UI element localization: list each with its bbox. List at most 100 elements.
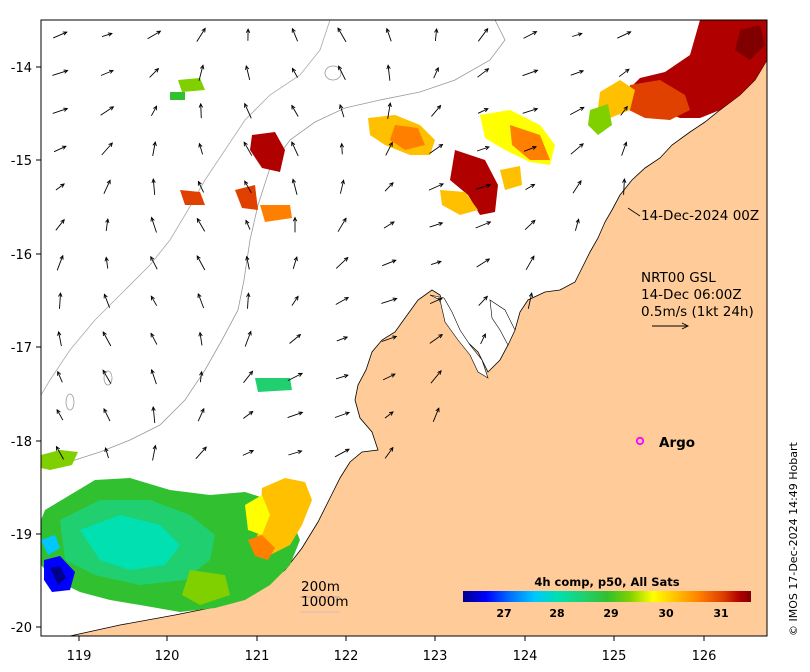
current-vector — [147, 30, 161, 40]
current-vector — [199, 371, 203, 383]
current-vector — [569, 107, 585, 115]
current-vector-head — [245, 64, 250, 70]
current-vector — [291, 105, 299, 117]
current-vector-head — [622, 178, 627, 183]
current-vector-head — [196, 217, 201, 223]
current-vector — [570, 143, 584, 155]
current-vector — [245, 220, 251, 230]
current-vector — [336, 336, 348, 342]
current-vector — [198, 65, 204, 81]
current-vector-head — [57, 330, 62, 336]
current-vector — [101, 142, 113, 156]
current-vector-head — [196, 255, 201, 261]
current-vector — [431, 105, 441, 117]
current-vector — [432, 408, 440, 422]
current-vector-head — [200, 407, 205, 413]
current-vector-head — [198, 331, 203, 337]
current-vector — [244, 180, 252, 194]
current-vector — [525, 184, 535, 190]
y-tick-label: -20 — [11, 621, 32, 636]
current-vector-head — [577, 32, 583, 37]
credit-label: © IMOS 17-Dec-2024 14:49 Hobart — [787, 441, 800, 636]
current-vector — [381, 336, 397, 342]
current-vector — [152, 142, 156, 156]
y-tick-label: -14 — [11, 61, 32, 76]
current-vector — [381, 298, 397, 304]
plot-frame — [40, 19, 768, 637]
current-vector — [292, 68, 298, 78]
current-vector — [618, 68, 630, 78]
current-vector — [334, 448, 350, 458]
current-vector-head — [298, 411, 304, 416]
current-vector — [100, 70, 114, 76]
current-vector — [197, 293, 205, 309]
current-vector — [477, 28, 489, 42]
current-vector — [387, 103, 391, 119]
current-vector — [385, 142, 393, 156]
colorbar-tick-label: 27 — [496, 607, 511, 620]
current-vector — [337, 218, 347, 232]
current-vector — [429, 222, 443, 228]
current-vector-head — [392, 297, 398, 302]
current-vector — [570, 70, 584, 76]
current-vector — [151, 217, 157, 233]
current-vector-head — [434, 66, 439, 72]
colorbar-tick-label: 31 — [713, 607, 728, 620]
current-vector-head — [385, 27, 390, 33]
current-vector-head — [532, 31, 538, 36]
current-vector — [56, 409, 64, 421]
argo-marker[interactable] — [635, 436, 645, 446]
current-vector-head — [294, 295, 299, 301]
argo-label: Argo — [659, 435, 695, 451]
current-vector-head — [483, 27, 489, 33]
current-vector — [245, 65, 251, 81]
map-plot-area — [41, 20, 767, 636]
current-vector-head — [62, 31, 68, 36]
current-time-label: 14-Dec 06:00Z — [641, 287, 742, 303]
colorbar: 4h comp, p50, All Sats 27 28 29 30 31 — [463, 575, 751, 620]
current-vector-head — [389, 446, 394, 452]
current-vector — [477, 68, 489, 78]
current-vector-head — [56, 408, 61, 414]
current-vector-head — [344, 448, 350, 453]
current-vector-head — [483, 295, 489, 301]
current-vector-head — [481, 333, 486, 339]
current-vector-head — [105, 218, 110, 224]
scale-label: 0.5m/s (1kt 24h) — [641, 304, 754, 320]
x-axis — [78, 636, 705, 641]
current-vector — [100, 106, 114, 116]
current-vector — [244, 331, 252, 347]
current-vector — [244, 103, 252, 119]
current-vector — [247, 293, 249, 309]
current-vector — [103, 180, 111, 194]
current-vector-head — [386, 64, 391, 70]
current-vector-head — [533, 69, 539, 74]
current-vector — [58, 331, 62, 347]
current-vector — [387, 65, 391, 81]
current-vector — [151, 369, 157, 385]
current-vector-head — [434, 27, 439, 33]
current-vector-head — [151, 178, 156, 184]
current-vector — [292, 256, 298, 270]
current-vector — [53, 145, 67, 153]
current-vector — [434, 28, 438, 42]
current-vector — [152, 179, 156, 195]
current-vector — [52, 108, 68, 114]
current-vector-head — [533, 107, 539, 112]
current-vector-head — [339, 142, 344, 148]
current-vector-head — [296, 333, 302, 339]
current-vector — [572, 33, 582, 37]
current-vector-head — [437, 297, 443, 302]
current-vector-head — [106, 179, 111, 185]
current-vector — [243, 411, 253, 419]
current-vector-head — [297, 449, 303, 455]
current-vector-head — [249, 450, 255, 454]
current-vector-head — [156, 30, 162, 35]
current-vector-head — [435, 407, 440, 413]
current-vector — [152, 406, 156, 424]
current-vector — [430, 370, 442, 384]
current-vector — [150, 333, 158, 345]
current-vector-head — [103, 293, 108, 299]
current-vector — [149, 68, 159, 78]
current-vector — [623, 179, 625, 195]
